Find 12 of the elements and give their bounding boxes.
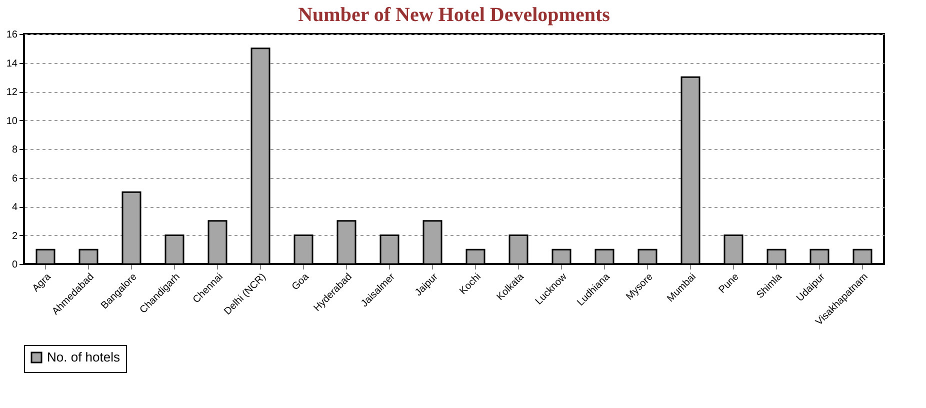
y-tick-label: 0 [12, 260, 18, 270]
chart-title: Number of New Hotel Developments [298, 4, 610, 26]
legend-label: No. of hotels [47, 350, 120, 364]
y-tick-label: 4 [12, 202, 18, 213]
y-tick-label: 2 [12, 230, 18, 242]
y-tick-label: 16 [6, 30, 18, 40]
y-tick-label: 12 [6, 87, 18, 98]
y-tick-label: 6 [12, 173, 18, 184]
x-tick-label: Goa [290, 271, 312, 293]
y-tick-label: 8 [12, 144, 18, 156]
y-tick-label: 10 [6, 116, 18, 127]
y-tick-label: 14 [6, 58, 18, 70]
